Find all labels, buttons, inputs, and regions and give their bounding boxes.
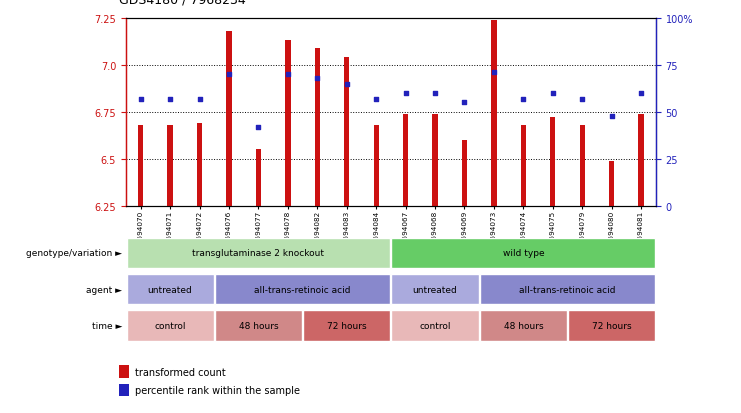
Bar [256,150,261,206]
Point [253,124,265,131]
Text: percentile rank within the sample: percentile rank within the sample [135,385,300,395]
Bar [119,384,129,396]
Text: wild type: wild type [502,249,544,258]
Point [635,90,647,97]
Bar [550,118,556,206]
Point [517,96,529,103]
Bar [403,114,408,206]
Text: 72 hours: 72 hours [592,321,631,330]
Point [282,71,293,78]
Bar [373,126,379,206]
Point [223,71,235,78]
Point [165,96,176,103]
Text: GDS4180 / 7968234: GDS4180 / 7968234 [119,0,245,6]
Bar [433,114,438,206]
Text: control: control [419,321,451,330]
Bar [215,310,302,341]
Text: 72 hours: 72 hours [327,321,367,330]
Text: control: control [154,321,186,330]
Text: transglutaminase 2 knockout: transglutaminase 2 knockout [193,249,325,258]
Bar [215,274,391,305]
Text: all-trans-retinoic acid: all-trans-retinoic acid [519,285,616,294]
Bar [479,310,567,341]
Point [370,96,382,103]
Bar [197,124,202,206]
Bar [491,21,496,206]
Bar [167,126,173,206]
Point [341,81,353,88]
Bar [138,126,143,206]
Text: 48 hours: 48 hours [239,321,278,330]
Point [605,113,617,120]
Point [488,70,500,76]
Bar [119,366,129,378]
Bar [127,238,391,269]
Text: transformed count: transformed count [135,367,225,377]
Text: untreated: untreated [413,285,457,294]
Bar [285,41,290,207]
Point [193,96,205,103]
Point [459,100,471,107]
Text: all-trans-retinoic acid: all-trans-retinoic acid [254,285,350,294]
Bar [568,310,655,341]
Bar [391,310,479,341]
Bar [521,126,526,206]
Point [311,76,323,82]
Bar [639,114,644,206]
Text: 48 hours: 48 hours [504,321,543,330]
Text: untreated: untreated [147,285,193,294]
Bar [391,238,655,269]
Bar [127,310,213,341]
Text: genotype/variation ►: genotype/variation ► [26,249,122,258]
Point [576,96,588,103]
Point [547,90,559,97]
Bar [579,126,585,206]
Bar [609,161,614,206]
Bar [303,310,391,341]
Bar [315,49,320,206]
Point [399,90,411,97]
Point [135,96,147,103]
Text: agent ►: agent ► [86,285,122,294]
Text: time ►: time ► [92,321,122,330]
Bar [391,274,479,305]
Bar [127,274,213,305]
Bar [479,274,655,305]
Point [429,90,441,97]
Bar [226,32,232,206]
Bar [462,141,467,206]
Bar [344,58,349,206]
